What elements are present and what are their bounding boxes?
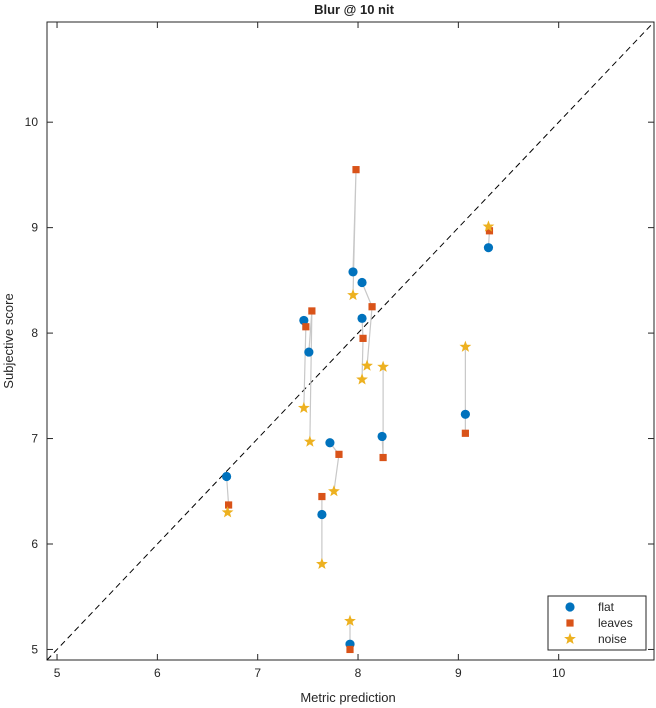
flat-point [317,509,327,520]
x-tick-label: 7 [254,666,261,680]
leaves-point [318,492,326,501]
y-tick-label: 8 [31,326,38,340]
flat-point [299,315,309,326]
y-tick-label: 6 [31,537,38,551]
leaves-point [359,334,367,342]
noise-point [459,340,472,352]
leaves-point [302,323,310,331]
y-tick-label: 7 [31,432,38,446]
noise-point [482,220,495,232]
y-tick-label: 5 [31,642,38,656]
flat-point [357,313,367,323]
noise-point [328,485,340,497]
noise-point [344,614,356,626]
noise-point [316,557,328,570]
y-tick-label: 10 [25,115,39,129]
x-tick-label: 9 [455,666,462,680]
noise-point [303,435,316,447]
legend-leaves-marker [566,619,574,627]
legend-noise-label: noise [598,632,627,646]
x-axis-label: Metric prediction [300,690,395,705]
noise-point [356,373,368,385]
flat-point [460,409,470,419]
leaves-point [368,303,376,311]
flat-point [377,431,387,442]
x-tick-label: 10 [552,666,566,680]
noise-point [221,506,234,518]
leaves-point [308,307,316,315]
x-tick-label: 6 [154,666,161,680]
legend-box [547,595,647,651]
chart-title: Blur @ 10 nit [314,2,395,17]
flat-point [221,471,232,482]
flat-point [357,277,367,288]
x-tick-label: 5 [54,666,61,680]
leaves-point [335,450,343,458]
noise-point [377,360,389,372]
flat-point [304,347,314,357]
y-axis-ticks: 5 6 7 8 9 10 [25,115,654,656]
leaves-point [379,453,387,462]
data-markers [221,166,495,654]
legend-flat-label: flat [598,600,615,614]
flat-point [483,243,494,253]
x-tick-label: 8 [355,666,362,680]
legend-noise-marker [564,632,576,645]
leaves-point [346,645,354,654]
leaves-point [485,227,494,235]
noise-point [361,359,373,371]
flat-point [325,438,335,448]
legend: flat leaves noise [547,595,647,651]
leaves-point [461,429,469,437]
x-axis-ticks: 5 6 7 8 9 10 [54,22,566,680]
noise-point [347,288,359,301]
leaves-point [352,166,360,174]
flat-point [348,267,358,277]
noise-point [297,401,310,413]
y-tick-label: 9 [31,221,38,235]
legend-flat-marker [565,602,575,612]
legend-leaves-label: leaves [598,616,633,630]
identity-reference-line [46,21,655,661]
leaves-point [224,501,233,509]
y-axis-label: Subjective score [1,293,16,388]
